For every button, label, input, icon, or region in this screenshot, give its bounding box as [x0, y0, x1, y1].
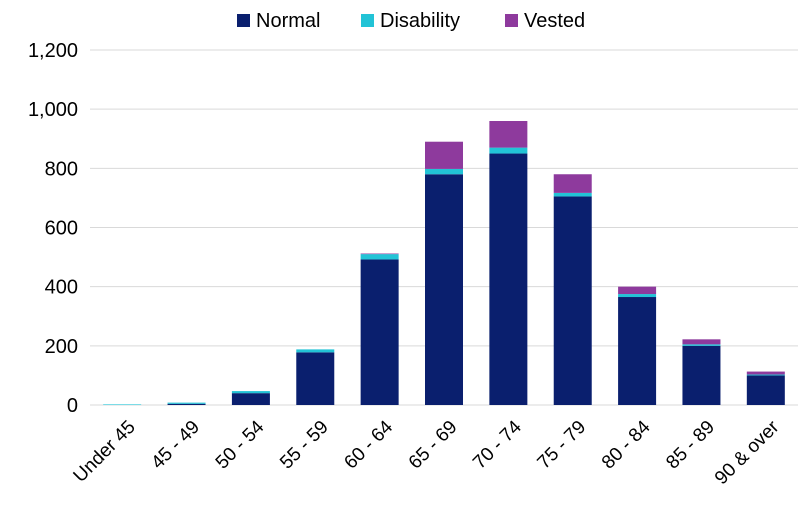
- x-tick-label: Under 45: [70, 417, 140, 487]
- bar-segment-vested: [425, 141, 463, 169]
- x-tick-label: 50 - 54: [212, 416, 269, 473]
- bars: [103, 121, 785, 405]
- bar-segment-vested: [746, 371, 785, 375]
- y-tick-label: 400: [45, 277, 78, 299]
- bar-segment-disability: [489, 147, 528, 154]
- y-tick-label: 600: [45, 218, 78, 240]
- bar-segment-disability: [618, 294, 657, 298]
- legend-label-normal: Normal: [256, 10, 320, 32]
- x-tick-label: 75 - 79: [534, 417, 591, 474]
- legend-label-disability: Disability: [380, 10, 460, 32]
- bar-segment-normal: [682, 345, 721, 405]
- x-tick-label: 85 - 89: [662, 417, 719, 474]
- bar-segment-vested: [553, 174, 592, 193]
- x-tick-label: 70 - 74: [469, 416, 526, 473]
- bar-segment-normal: [360, 259, 399, 405]
- legend-label-vested: Vested: [524, 10, 585, 32]
- bar-segment-vested: [618, 286, 657, 295]
- y-tick-label: 1,200: [28, 40, 78, 62]
- bar-segment-disability: [425, 168, 463, 175]
- bar-segment-normal: [231, 393, 270, 405]
- bar-segment-disability: [103, 404, 142, 405]
- bar-segment-vested: [682, 339, 721, 345]
- bar-segment-vested: [489, 121, 528, 148]
- legend-swatch-vested: [505, 14, 518, 27]
- bar-segment-normal: [746, 375, 785, 405]
- bar-segment-disability: [746, 374, 785, 376]
- legend-swatch-disability: [361, 14, 374, 27]
- y-axis: 0 200 400 600 800 1,000 1,200: [28, 40, 78, 417]
- y-tick-label: 800: [45, 158, 78, 180]
- legend-swatch-normal: [237, 14, 250, 27]
- x-axis: Under 45 45 - 49 50 - 54 55 - 59 60 - 64 65 -…: [70, 416, 784, 489]
- bar-segment-normal: [618, 297, 657, 405]
- bar-segment-normal: [296, 352, 335, 405]
- y-tick-label: 1,000: [28, 99, 78, 121]
- bar-segment-normal: [425, 174, 463, 405]
- bar-segment-disability: [231, 391, 270, 394]
- bar-segment-disability: [296, 349, 335, 353]
- legend: Normal Disability Vested: [237, 10, 585, 32]
- bar-segment-disability: [360, 254, 399, 260]
- bar-segment-normal: [167, 403, 206, 405]
- x-tick-label: 60 - 64: [340, 416, 397, 473]
- bar-segment-disability: [553, 192, 592, 197]
- x-tick-label: 65 - 69: [405, 417, 462, 474]
- x-tick-label: 80 - 84: [598, 416, 655, 473]
- y-tick-label: 0: [67, 395, 78, 417]
- bar-segment-disability: [682, 344, 721, 346]
- bar-segment-vested: [360, 253, 399, 255]
- bar-segment-normal: [553, 196, 592, 405]
- x-tick-label: 90 & over: [711, 416, 784, 489]
- x-tick-label: 45 - 49: [147, 417, 204, 474]
- x-tick-label: 55 - 59: [276, 417, 333, 474]
- bar-segment-normal: [489, 153, 528, 405]
- bar-segment-disability: [167, 402, 206, 404]
- y-tick-label: 200: [45, 336, 78, 358]
